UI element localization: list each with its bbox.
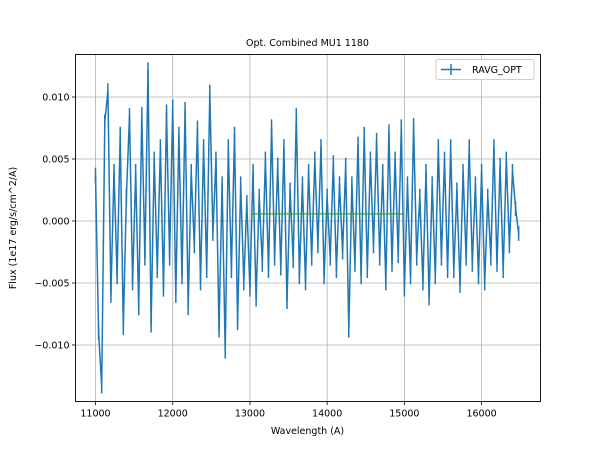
- x-tick-label: 13000: [235, 409, 265, 420]
- legend-label: RAVG_OPT: [472, 65, 522, 76]
- y-tick-label: −0.010: [34, 340, 69, 351]
- ticks: 11000 12000 13000 14000 15000 16000 0.010 0.005…: [34, 93, 496, 420]
- y-tick-label: 0.010: [42, 93, 69, 104]
- legend: RAVG_OPT: [435, 59, 535, 80]
- x-tick-label: 14000: [312, 409, 342, 420]
- x-tick-label: 16000: [466, 409, 496, 420]
- legend-box: [435, 59, 535, 80]
- y-tick-label: 0.005: [42, 155, 69, 166]
- x-tick-label: 12000: [158, 409, 188, 420]
- y-tick-label: 0.000: [42, 216, 69, 227]
- series-line-ravg-opt: [94, 69, 520, 386]
- plot-area: [94, 62, 520, 394]
- chart-title: Opt. Combined MU1 1180: [246, 38, 369, 49]
- axes-frame: [75, 54, 541, 402]
- y-axis-label: Flux (1e17 erg/s/cm^2/A): [8, 167, 19, 289]
- x-axis-label: Wavelength (A): [271, 426, 344, 437]
- x-tick-label: 15000: [389, 409, 419, 420]
- x-tick-label: 11000: [80, 409, 110, 420]
- y-tick-label: −0.005: [34, 278, 69, 289]
